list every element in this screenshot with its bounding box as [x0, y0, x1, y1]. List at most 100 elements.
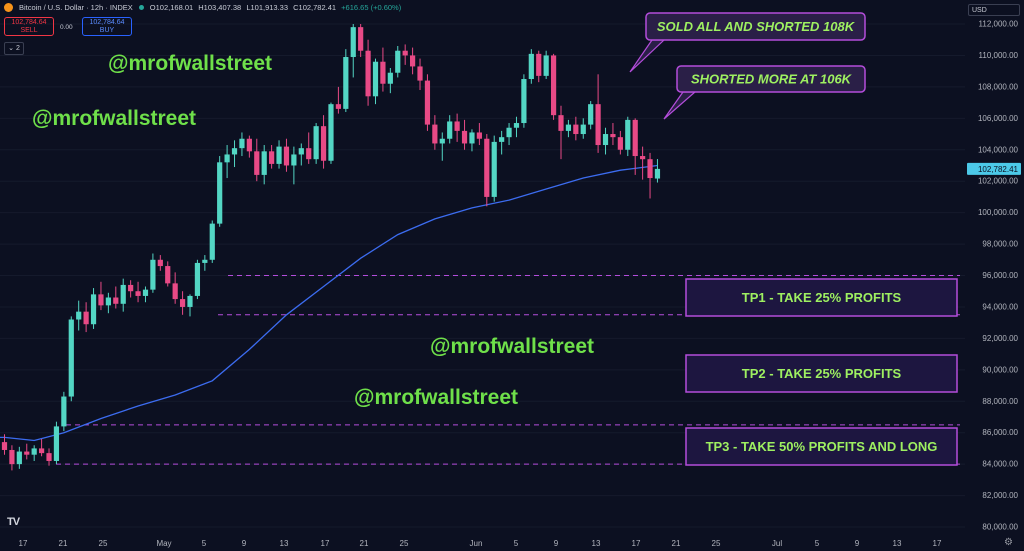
candle-body	[528, 53, 534, 80]
callout-box	[676, 65, 866, 93]
candle-body	[632, 119, 638, 157]
grid	[0, 23, 965, 528]
currency-select[interactable]: USD	[968, 4, 1020, 16]
spread-value: 0.00	[60, 24, 73, 31]
candle	[588, 101, 594, 130]
candle-body	[640, 156, 646, 160]
candle	[602, 127, 609, 155]
candle-body	[313, 126, 319, 160]
sell-button[interactable]: 102,784.64 SELL	[4, 17, 54, 36]
candle	[187, 294, 193, 317]
candle-body	[513, 123, 520, 128]
candle	[150, 253, 156, 293]
candle	[276, 140, 282, 169]
candle-body	[558, 115, 564, 131]
candle-body	[261, 151, 267, 175]
candle-body	[98, 294, 104, 306]
y-tick-label: 90,000.00	[982, 365, 1018, 374]
y-tick-label: 96,000.00	[982, 271, 1018, 280]
candle	[9, 445, 15, 471]
candle-body	[595, 104, 601, 146]
candle	[513, 116, 520, 138]
candle	[625, 116, 631, 157]
candle	[476, 123, 482, 146]
bitcoin-icon	[4, 2, 13, 12]
candle-body	[246, 138, 252, 152]
candle	[165, 261, 171, 287]
candle	[343, 49, 349, 113]
y-tick-label: 88,000.00	[982, 397, 1018, 406]
candle-body	[194, 262, 201, 296]
axis-bg	[965, 0, 1024, 551]
candle	[306, 132, 312, 164]
candle	[261, 145, 267, 185]
candle-body	[625, 119, 631, 150]
ohlc-values: O102,168.01 H103,407.38 L101,913.33 C102…	[150, 3, 401, 12]
candle	[484, 134, 490, 207]
x-tick-label: 9	[554, 539, 559, 548]
watermarks: @mrofwallstreet @mrofwallstreet @mrofwalls…	[32, 52, 594, 409]
candle	[410, 47, 416, 75]
buy-label: BUY	[99, 27, 115, 34]
candle-body	[573, 124, 579, 135]
candle	[254, 138, 260, 182]
indicator-toggle[interactable]: ⌄ 2	[4, 42, 24, 55]
candle	[640, 146, 646, 180]
x-tick-label: 13	[893, 539, 902, 548]
candle-body	[254, 151, 260, 175]
candle-body	[469, 132, 475, 144]
target-box	[685, 354, 958, 393]
callout-pointer	[663, 91, 697, 120]
candle	[358, 24, 364, 58]
candle	[328, 102, 334, 164]
candle	[157, 255, 163, 271]
candle	[617, 130, 623, 155]
candle	[202, 255, 208, 271]
candle-body	[165, 266, 171, 284]
symbol-title[interactable]: Bitcoin / U.S. Dollar · 12h · INDEX	[19, 2, 133, 12]
close-value: C102,782.41	[293, 2, 337, 12]
candle	[120, 278, 126, 312]
candle-body	[61, 396, 67, 427]
candle	[209, 220, 215, 263]
candle	[1, 434, 8, 455]
candle	[573, 116, 579, 141]
candle-body	[424, 80, 431, 125]
candle	[543, 50, 549, 80]
open-value: O102,168.01	[149, 2, 194, 12]
last-price-label: 102,782.41	[978, 165, 1019, 174]
sell-price: 102,784.64	[11, 19, 47, 26]
candle	[105, 292, 111, 314]
x-tick-label: 17	[632, 539, 641, 548]
candle-body	[283, 146, 290, 166]
y-tick-label: 106,000.00	[978, 114, 1019, 123]
candle	[454, 113, 460, 142]
candle	[142, 286, 149, 303]
candle-body	[588, 104, 594, 125]
candle-body	[1, 442, 8, 450]
candle	[439, 132, 445, 161]
candle-body	[39, 448, 45, 454]
candle-body	[239, 138, 245, 149]
candle-body	[83, 311, 89, 325]
x-tick-label: 17	[933, 539, 942, 548]
candle	[521, 74, 527, 128]
buy-button[interactable]: 102,784.64 BUY	[82, 17, 132, 36]
tradingview-logo[interactable]: TV	[7, 516, 20, 528]
candle	[528, 49, 534, 84]
candle	[24, 443, 30, 460]
candle	[580, 118, 586, 139]
x-tick-label: 5	[815, 539, 820, 548]
candle-body	[543, 55, 549, 76]
candle-body	[172, 283, 178, 300]
candle	[350, 24, 356, 78]
x-tick-label: 21	[672, 539, 681, 548]
callouts: SOLD ALL AND SHORTED 108K SHORTED MORE AT…	[629, 12, 866, 120]
settings-icon[interactable]: ⚙	[1004, 537, 1013, 548]
candle	[417, 58, 423, 91]
candle-body	[617, 137, 623, 150]
candle	[53, 421, 60, 465]
candle	[68, 316, 74, 402]
candle-body	[380, 61, 386, 84]
